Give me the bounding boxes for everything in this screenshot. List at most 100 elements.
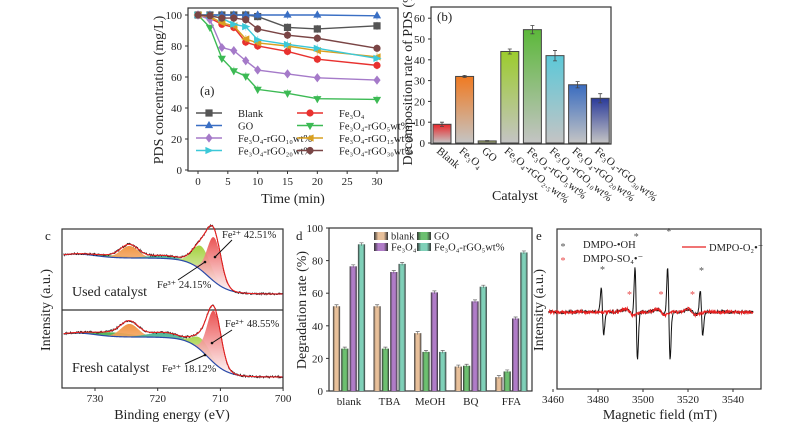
x-tick-label: blank <box>337 396 362 408</box>
legend-marker <box>205 146 214 155</box>
spectrum-1 <box>63 304 283 379</box>
y-tick-label: 100 <box>307 223 324 235</box>
peak-star-marker: * <box>699 266 704 277</box>
x-tick-label: 0 <box>195 176 201 188</box>
x-tick-label: Blank <box>434 145 462 171</box>
legend-marker <box>305 134 314 142</box>
plot-frame <box>430 6 612 145</box>
x-tick-label: 3480 <box>587 394 610 406</box>
bar <box>522 29 542 144</box>
data-point <box>241 73 250 81</box>
error-bar <box>505 369 510 373</box>
bar <box>520 252 528 391</box>
y-axis-label: Degradation rate (%) <box>295 251 310 369</box>
bar <box>390 272 398 391</box>
data-point <box>373 54 382 62</box>
error-bar <box>521 250 526 254</box>
spectrum-0 <box>63 223 283 296</box>
y-tick-label: 80 <box>312 256 324 268</box>
error-bar <box>440 121 444 127</box>
bar <box>512 318 520 391</box>
error-bar <box>432 290 437 294</box>
y-tick-label: 20 <box>312 353 324 365</box>
data-point <box>313 73 321 83</box>
error-bar <box>351 264 356 268</box>
series-3 <box>193 12 382 105</box>
data-point <box>242 16 250 24</box>
y-tick-label: 40 <box>171 103 183 115</box>
bar <box>341 348 349 391</box>
x-tick-label: TBA <box>379 396 401 408</box>
bar <box>432 123 452 144</box>
x-tick-label: 710 <box>212 393 229 405</box>
x-tick-label: Fe₃O₄ <box>457 145 485 171</box>
data-point <box>241 10 250 18</box>
legend-label: Fe₃O₄-rGO₅wt% <box>339 122 410 133</box>
error-bar <box>424 350 428 354</box>
peak-star-marker: * <box>634 232 639 243</box>
annotation-arrow <box>184 354 206 365</box>
peak-label: Fe²⁺ 48.55% <box>225 319 279 330</box>
arrow-head <box>210 341 214 345</box>
y-tick-label: 40 <box>414 55 426 67</box>
annotation-arrow <box>214 239 233 258</box>
data-point <box>254 36 263 44</box>
data-point <box>230 14 238 22</box>
peak-star-marker: * <box>561 242 566 253</box>
panel-label: (a) <box>200 83 214 98</box>
legend-marker <box>306 109 314 117</box>
peak-star-marker: * <box>690 290 695 301</box>
peak-label: Fe²⁺ 42.51% <box>222 230 276 241</box>
data-point <box>242 23 251 31</box>
legend-swatch <box>417 232 431 240</box>
y-tick-label: 30 <box>414 76 426 88</box>
annotation-arrow <box>211 329 233 344</box>
spectrum-label: Fresh catalyst <box>72 361 149 376</box>
data-point <box>218 14 226 22</box>
data-point <box>313 44 322 52</box>
series-7 <box>194 11 381 53</box>
bar <box>568 84 588 144</box>
panel-e: 3460 3480 3500 3520 3540 Magnetic field (mT) I… <box>532 227 763 423</box>
data-point <box>253 10 262 18</box>
panel-c: 730 720 710 700 Binding energy (eV) Intensity… <box>39 223 292 423</box>
x-tick-label: 30 <box>372 176 384 188</box>
bar <box>430 292 438 391</box>
y-tick-label: 10 <box>414 117 426 129</box>
legend-label: GO <box>434 232 450 243</box>
annotation-arrow <box>177 261 206 281</box>
error-bar <box>481 284 486 289</box>
bar <box>373 306 381 391</box>
y-axis-label: Intensity (a.u.) <box>532 269 547 351</box>
legend-label: Fe₃O₄-rGO₁₅wt% <box>339 134 413 145</box>
x-tick-label: 730 <box>87 393 104 405</box>
data-point <box>218 42 226 53</box>
legend-label: DMPO-O₂•⁻ <box>709 243 763 254</box>
peak-star-marker: * <box>627 290 632 301</box>
peak-star-marker: * <box>600 265 605 276</box>
data-point <box>217 55 226 63</box>
bar <box>422 351 430 391</box>
y-tick-label: 0 <box>177 165 183 177</box>
bar <box>471 301 479 391</box>
y-axis-label: PDS concentration (mg/L) <box>152 15 167 164</box>
peak-label: Fe³⁺ 24.15% <box>157 280 211 291</box>
arrow-head <box>213 255 217 259</box>
x-tick-label: 25 <box>342 176 354 188</box>
error-bar <box>375 304 380 308</box>
y-tick-label: 20 <box>171 134 183 146</box>
y-tick-label: 50 <box>414 34 426 46</box>
data-point <box>229 68 238 76</box>
error-bar <box>400 262 405 266</box>
plot-frame <box>187 7 399 172</box>
data-point <box>373 44 381 52</box>
data-point <box>206 12 214 20</box>
bar <box>590 97 610 144</box>
data-point <box>373 22 381 30</box>
bar <box>332 306 341 391</box>
bar <box>479 286 487 391</box>
y-tick-label: 100 <box>166 10 183 22</box>
data-point <box>205 24 215 32</box>
